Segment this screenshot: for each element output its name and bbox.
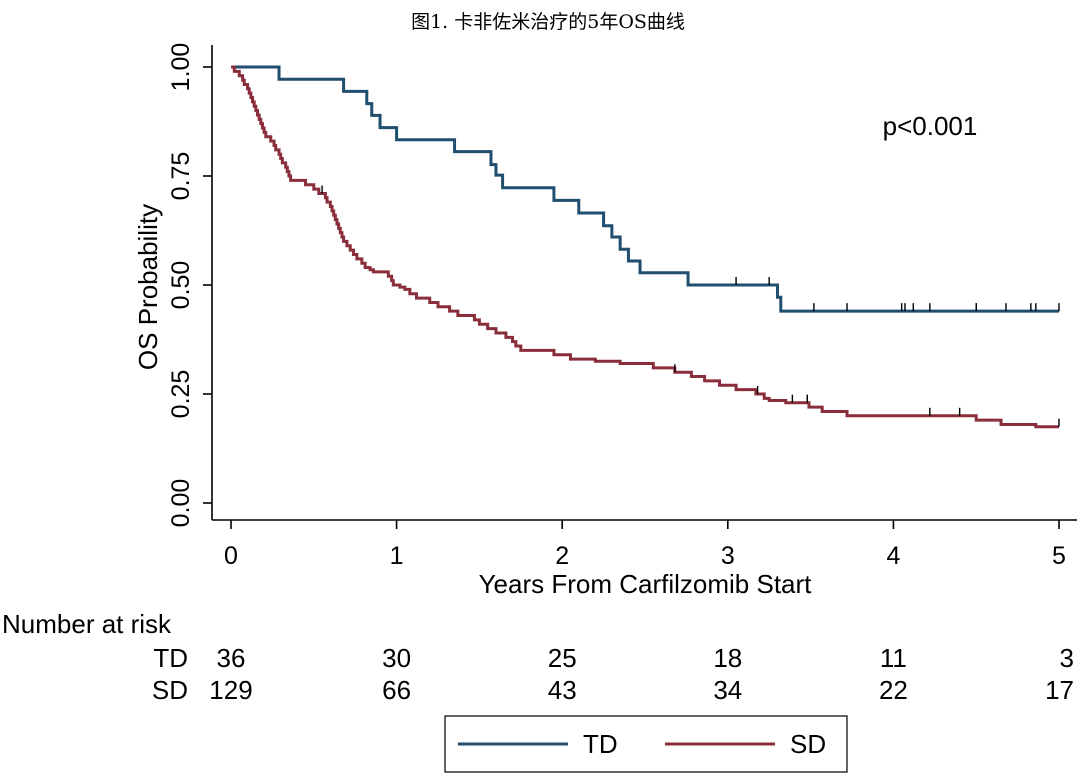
risk-count-sd: 43 <box>548 675 577 705</box>
x-ticks: 0 1 2 3 4 5 <box>224 520 1066 570</box>
legend-label-td: TD <box>583 729 618 759</box>
p-value-annotation: p<0.001 <box>883 111 978 141</box>
risk-count-td: 36 <box>217 643 246 673</box>
plot-area: 0.00 0.25 0.50 0.75 1.00 0 1 2 3 4 5 <box>167 43 1077 570</box>
censor-marks <box>321 185 1060 427</box>
y-tick-label: 0.25 <box>167 370 195 419</box>
x-tick-label: 1 <box>390 542 404 570</box>
risk-count-sd: 66 <box>382 675 411 705</box>
legend: TD SD <box>444 715 848 773</box>
risk-table-title: Number at risk <box>2 609 172 639</box>
y-tick-label: 0.50 <box>167 261 195 310</box>
risk-count-td: 30 <box>382 643 411 673</box>
y-tick-label: 1.00 <box>167 43 195 92</box>
y-tick-label: 0.00 <box>167 479 195 528</box>
km-curve-td <box>231 65 1059 313</box>
risk-count-td: 11 <box>880 643 907 673</box>
risk-count-sd: 22 <box>879 675 908 705</box>
risk-group-label-td: TD <box>153 643 188 673</box>
risk-count-td: 18 <box>713 643 742 673</box>
risk-table: Number at risk TD 36 30 25 18 11 3 SD 129 66 43 34 2… <box>2 609 1074 705</box>
x-tick-label: 5 <box>1052 542 1066 570</box>
x-axis-title: Years From Carfilzomib Start <box>479 569 813 599</box>
risk-count-td: 25 <box>548 643 577 673</box>
y-tick-label: 0.75 <box>167 152 195 201</box>
x-tick-label: 0 <box>224 542 238 570</box>
chart-title: 图1. 卡非佐米治疗的5年OS曲线 <box>411 11 685 33</box>
x-tick-label: 4 <box>886 542 900 570</box>
legend-label-sd: SD <box>790 729 826 759</box>
x-tick-label: 2 <box>555 542 569 570</box>
risk-count-sd: 17 <box>1045 675 1074 705</box>
risk-count-sd: 34 <box>713 675 742 705</box>
risk-count-sd: 129 <box>209 675 252 705</box>
y-ticks: 0.00 0.25 0.50 0.75 1.00 <box>167 43 212 528</box>
x-tick-label: 3 <box>721 542 735 570</box>
risk-group-label-sd: SD <box>152 675 188 705</box>
risk-count-td: 3 <box>1060 643 1074 673</box>
y-axis-title: OS Probability <box>133 204 163 370</box>
